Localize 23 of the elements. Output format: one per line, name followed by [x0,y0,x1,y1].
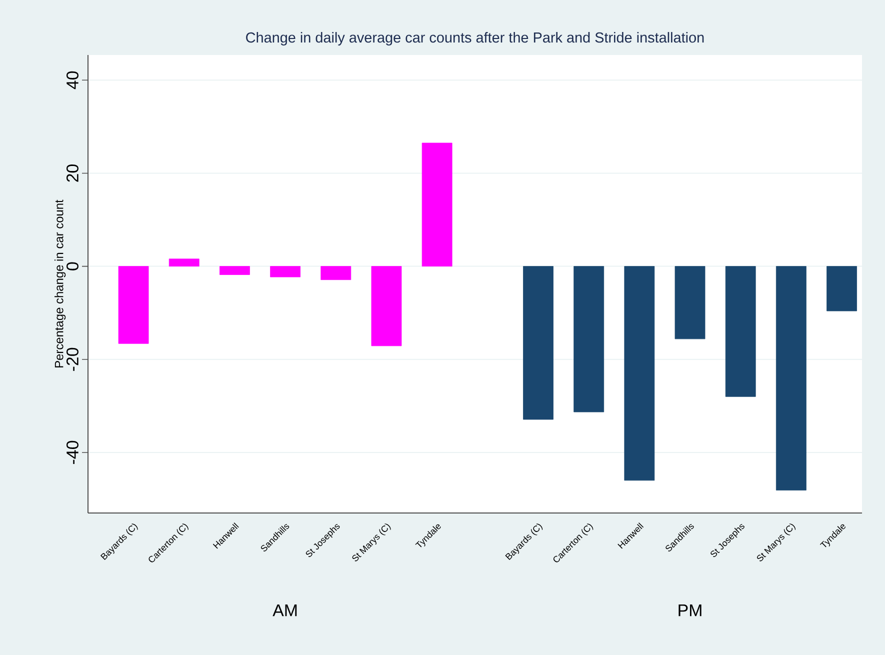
y-tick-label: 40 [66,71,78,90]
y-tick-label: 20 [66,164,78,182]
y-tick-label: 0 [66,262,78,270]
y-tick-label: -20 [66,348,78,371]
bar [320,266,352,280]
y-axis-title: Percentage change in car count [54,200,66,368]
bar [168,258,200,267]
bar [220,266,250,275]
text: PM [678,604,702,616]
bar [725,266,756,397]
bar [674,266,706,340]
bar [574,266,604,412]
bar [371,266,402,346]
bar [624,266,655,481]
bar [118,266,149,344]
y-tick-label: -40 [66,440,78,464]
bar [422,142,452,267]
bar [776,266,806,490]
chart-title: Change in daily average car counts after the Park and Stride installation [246,32,704,46]
bar [523,266,554,420]
bar [826,266,857,312]
text: AM [272,604,297,616]
bar [270,266,300,278]
